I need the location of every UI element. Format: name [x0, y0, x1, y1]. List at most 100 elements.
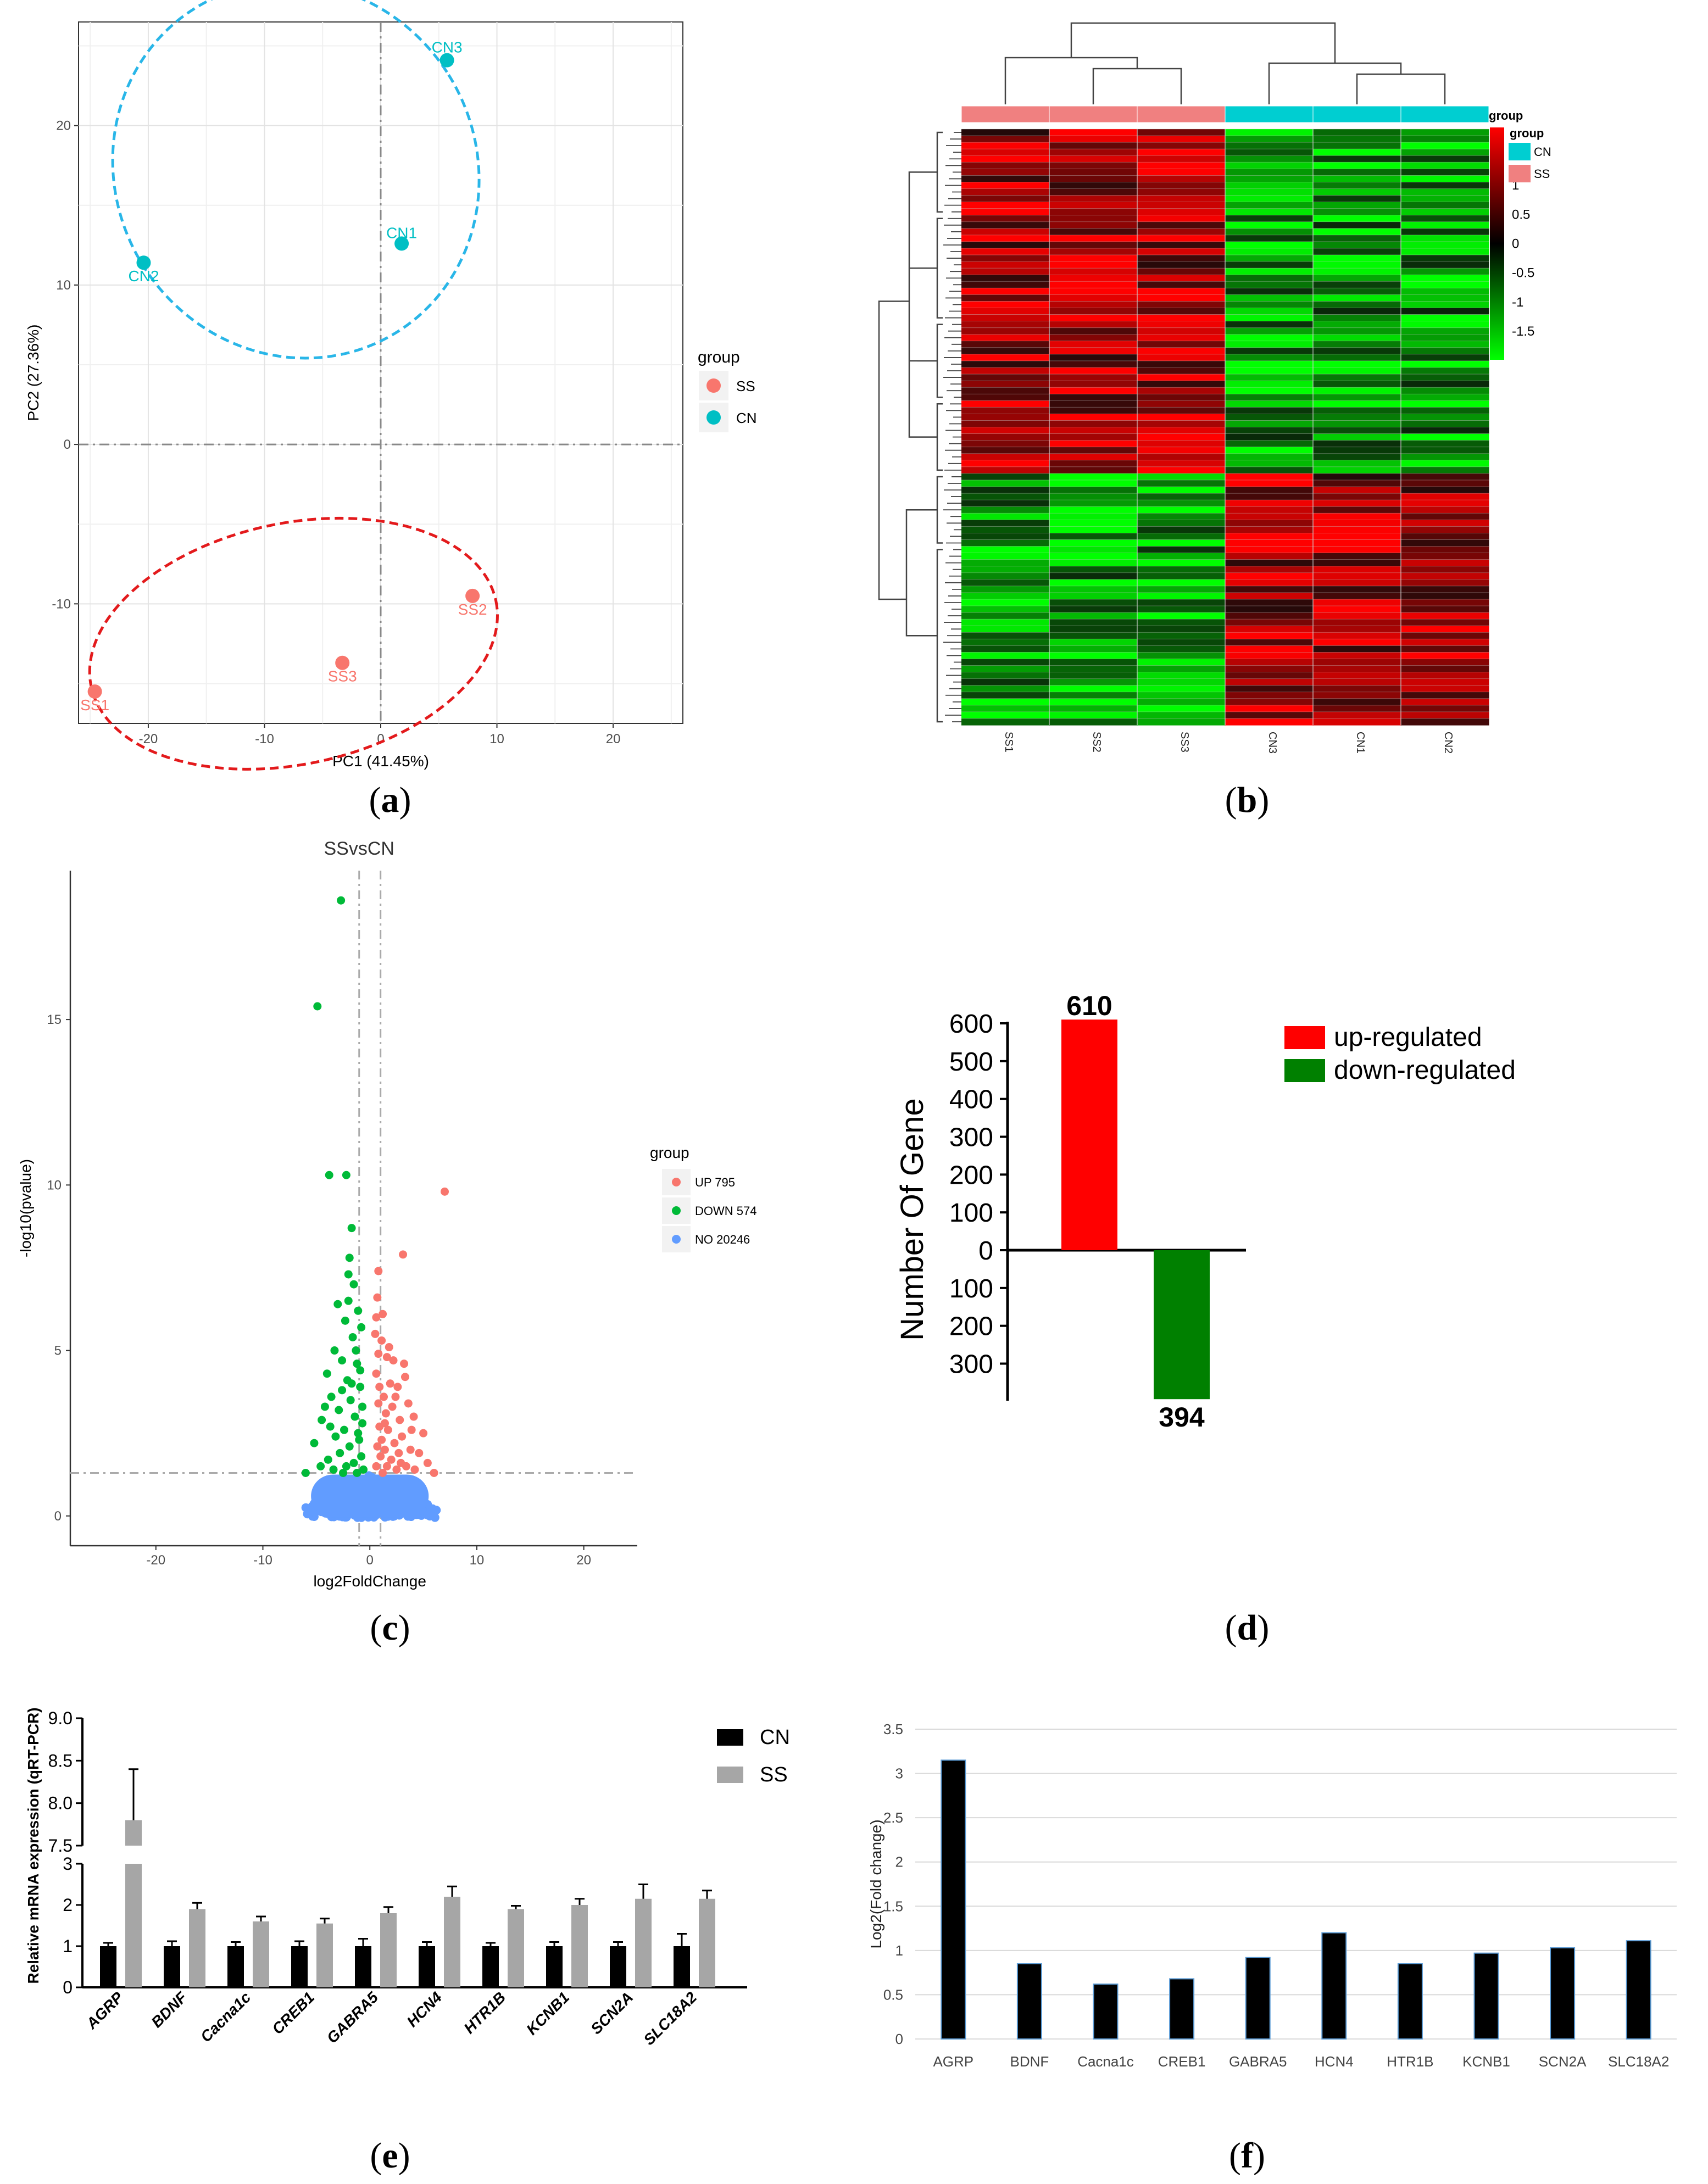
point-cn3: [439, 53, 454, 68]
heatmap-cell: [1313, 129, 1401, 136]
data-label-down: 394: [1159, 1402, 1205, 1433]
heatmap-cell: [1137, 175, 1226, 183]
heatmap-cell: [1225, 473, 1314, 481]
heatmap-cell: [1401, 241, 1489, 249]
heatmap-cell: [1401, 599, 1489, 606]
heatmap-cell: [961, 559, 1050, 567]
heatmap-cell: [1137, 513, 1226, 520]
heatmap-cell: [1401, 493, 1489, 500]
legend-label: UP 795: [695, 1175, 735, 1189]
point-down: [335, 1406, 343, 1414]
heatmap-cell: [1137, 195, 1226, 203]
heatmap-cell: [1225, 314, 1314, 322]
point-down: [348, 1333, 357, 1341]
heatmap-cell: [1049, 487, 1138, 494]
legend-key: [672, 1206, 681, 1215]
heatmap-cell: [1049, 698, 1138, 706]
heatmap-cell: [1401, 208, 1489, 216]
heatmap-cell: [1313, 221, 1401, 229]
x-tick-label: KCNB1: [523, 1988, 572, 2038]
heatmap-cell: [1137, 711, 1226, 719]
y-tick-label: 300: [949, 1350, 993, 1379]
panel-a: -20 -10 0 10 20 -10 0 10 20 PC1 (41.45%) PC2 (27.3…: [0, 0, 769, 824]
heatmap-cell: [961, 685, 1050, 693]
heatmap-cell: [1225, 354, 1314, 361]
y-tick-label: 2: [895, 1854, 903, 1870]
point-up: [407, 1425, 416, 1434]
heatmap-cell: [1049, 248, 1138, 255]
bar-ss: [125, 1864, 142, 1987]
heatmap-cell: [1137, 202, 1226, 209]
heatmap-cell: [961, 526, 1050, 533]
heatmap-cell: [961, 665, 1050, 673]
panel-label-open: (: [370, 2136, 382, 2176]
heatmap-cell: [1401, 182, 1489, 190]
bar-ss: [189, 1909, 205, 1987]
bar: [1169, 1978, 1195, 2040]
y-axis-label: PC2 (27.36%): [25, 325, 42, 421]
heatmap-cell: [1225, 261, 1314, 269]
point-up: [380, 1445, 389, 1454]
heatmap-cell: [1313, 698, 1401, 706]
heatmap-cell: [1401, 546, 1489, 554]
heatmap-cell: [961, 711, 1050, 719]
point-label-cn1: CN1: [386, 224, 417, 241]
legend-key-cn: [717, 1729, 743, 1746]
point-down: [338, 1386, 347, 1395]
heatmap-cell: [1225, 539, 1314, 547]
heatmap-cell: [1049, 381, 1138, 388]
heatmap-cell: [1313, 394, 1401, 401]
legend-title: group: [1510, 126, 1544, 140]
point-cn2: [136, 255, 151, 270]
heatmap-cell: [1401, 447, 1489, 454]
row-dendrogram-branch: [936, 324, 943, 398]
heatmap-cell: [1049, 533, 1138, 541]
heatmap-cell: [1049, 427, 1138, 434]
heatmap-cell: [1313, 149, 1401, 156]
column-label-ss3: SS3: [1178, 732, 1190, 753]
legend-label: NO 20246: [695, 1233, 750, 1246]
heatmap-cell: [961, 129, 1050, 136]
heatmap-cell: [1225, 672, 1314, 679]
column-label-cn1: CN1: [1354, 732, 1366, 754]
heatmap-cell: [1225, 129, 1314, 136]
heatmap-cell: [1313, 711, 1401, 719]
heatmap-cell: [961, 626, 1050, 633]
heatmap-cell: [1137, 261, 1226, 269]
heatmap-cell: [1313, 374, 1401, 381]
heatmap-cell: [1049, 321, 1138, 328]
heatmap-cell: [1401, 334, 1489, 342]
x-tick-label: CREB1: [1158, 2053, 1206, 2070]
point-up: [374, 1399, 383, 1408]
heatmap-cell: [961, 678, 1050, 686]
heatmap-cell: [1137, 275, 1226, 282]
heatmap-cell: [961, 652, 1050, 660]
heatmap-cell: [1137, 506, 1226, 514]
heatmap-cell: [1313, 367, 1401, 375]
panel-b: SS1SS2SS3CN3CN1CN21.510.50-0.5-1-1.5grou…: [857, 0, 1708, 824]
point-down: [316, 1462, 325, 1470]
point-up: [372, 1369, 381, 1378]
heatmap-cell: [1137, 586, 1226, 593]
heatmap-cell: [1225, 327, 1314, 335]
y-tick-label: 8.0: [48, 1793, 73, 1813]
heatmap-cell: [1049, 188, 1138, 196]
y-tick-label: 300: [949, 1123, 993, 1152]
panel-label-close: ): [398, 1608, 410, 1648]
heatmap-cell: [961, 321, 1050, 328]
y-tick-label: 0: [63, 1977, 73, 1997]
x-tick-label: GABRA5: [1229, 2053, 1287, 2070]
heatmap-cell: [1225, 500, 1314, 507]
bar-ss: [380, 1913, 397, 1987]
legend-key-up: [1284, 1026, 1325, 1049]
heatmap-cell: [1225, 301, 1314, 309]
heatmap-cell: [961, 453, 1050, 461]
legend-label-cn: CN: [1534, 145, 1551, 159]
panel-label-open: (: [369, 780, 381, 820]
panel-label-close: ): [1257, 780, 1269, 820]
point-up: [374, 1267, 383, 1275]
heatmap-cell: [1049, 367, 1138, 375]
heatmap-cell: [1049, 460, 1138, 467]
x-tick-label: 10: [470, 1553, 485, 1568]
